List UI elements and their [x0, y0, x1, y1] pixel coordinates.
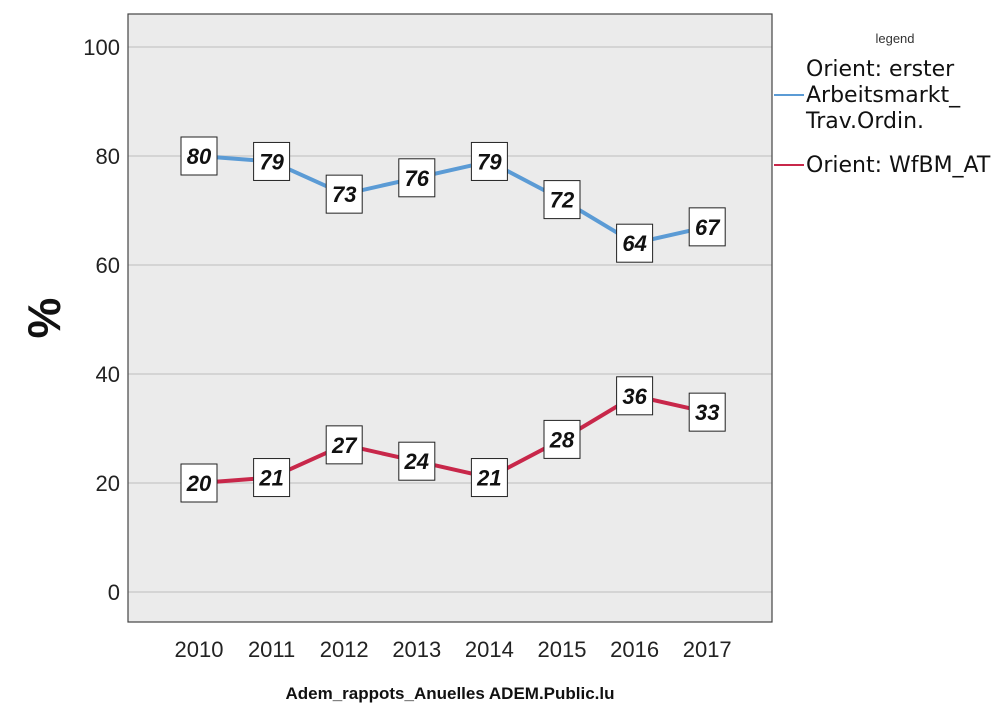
- data-label: 79: [259, 149, 284, 174]
- data-label-box: [543, 419, 581, 459]
- data-label: 27: [331, 433, 358, 458]
- data-label: 28: [549, 427, 575, 452]
- data-label: 64: [622, 231, 646, 256]
- y-tick-label: 0: [108, 580, 120, 605]
- x-tick-label: 2013: [392, 637, 441, 662]
- y-tick-label: 20: [96, 471, 120, 496]
- data-label-box: [325, 425, 363, 465]
- data-label-box: [253, 458, 291, 498]
- data-label-box: [180, 136, 218, 176]
- data-label: 21: [258, 466, 283, 491]
- data-label-box: [325, 174, 363, 214]
- y-tick-label: 100: [83, 35, 120, 60]
- legend-title: legend: [875, 31, 914, 46]
- data-label-box: [180, 463, 218, 503]
- x-tick-label: 2016: [610, 637, 659, 662]
- legend-entry-text: Orient: WfBM_AT: [806, 153, 991, 178]
- data-label: 20: [186, 471, 212, 496]
- legend-entry-text: Arbeitsmarkt_: [806, 83, 961, 108]
- data-label: 21: [476, 466, 501, 491]
- x-tick-label: 2015: [538, 637, 587, 662]
- data-label-box: [616, 376, 654, 416]
- x-axis-ticks: 2010 2011 2012 2013 2014 2015 2016 2017: [175, 637, 732, 662]
- data-label-box: [253, 141, 291, 181]
- data-label-box: [398, 441, 436, 481]
- legend-entry-text: Trav.Ordin.: [805, 109, 924, 134]
- y-tick-label: 60: [96, 253, 120, 278]
- x-tick-label: 2017: [683, 637, 732, 662]
- data-label-box: [470, 141, 508, 181]
- x-tick-label: 2011: [248, 637, 295, 662]
- data-label-box: [470, 458, 508, 498]
- x-tick-label: 2014: [465, 637, 514, 662]
- data-label: 76: [405, 166, 430, 191]
- y-axis-label: %: [18, 298, 70, 339]
- data-label: 36: [622, 384, 647, 409]
- data-label: 73: [332, 182, 356, 207]
- data-label: 80: [187, 144, 212, 169]
- legend: legend Orient: ersterArbeitsmarkt_Trav.O…: [774, 31, 991, 178]
- data-labels: 80 79 73 76 79 72 64 67 20 21 27 24 21 28 36 33: [180, 136, 726, 503]
- legend-entry-text: Orient: erster: [806, 57, 955, 82]
- x-tick-label: 2012: [320, 637, 369, 662]
- plot-border: [127, 13, 773, 623]
- data-label-box: [688, 207, 726, 247]
- data-label-box: [543, 180, 581, 220]
- gridlines: [128, 46, 772, 593]
- data-label: 79: [477, 149, 502, 174]
- data-label: 33: [695, 400, 719, 425]
- x-tick-label: 2010: [175, 637, 224, 662]
- y-tick-label: 40: [96, 362, 120, 387]
- data-label: 24: [404, 449, 429, 474]
- plot-area: [128, 14, 772, 622]
- y-tick-label: 80: [96, 144, 120, 169]
- data-label-box: [688, 392, 726, 432]
- x-axis-label: Adem_rappots_Anuelles ADEM.Public.lu: [285, 684, 614, 703]
- data-label: 67: [695, 215, 721, 240]
- y-axis-ticks: 0 20 40 60 80 100: [83, 35, 120, 605]
- data-label-box: [398, 158, 436, 198]
- data-label: 72: [550, 188, 575, 213]
- data-label-box: [616, 223, 654, 263]
